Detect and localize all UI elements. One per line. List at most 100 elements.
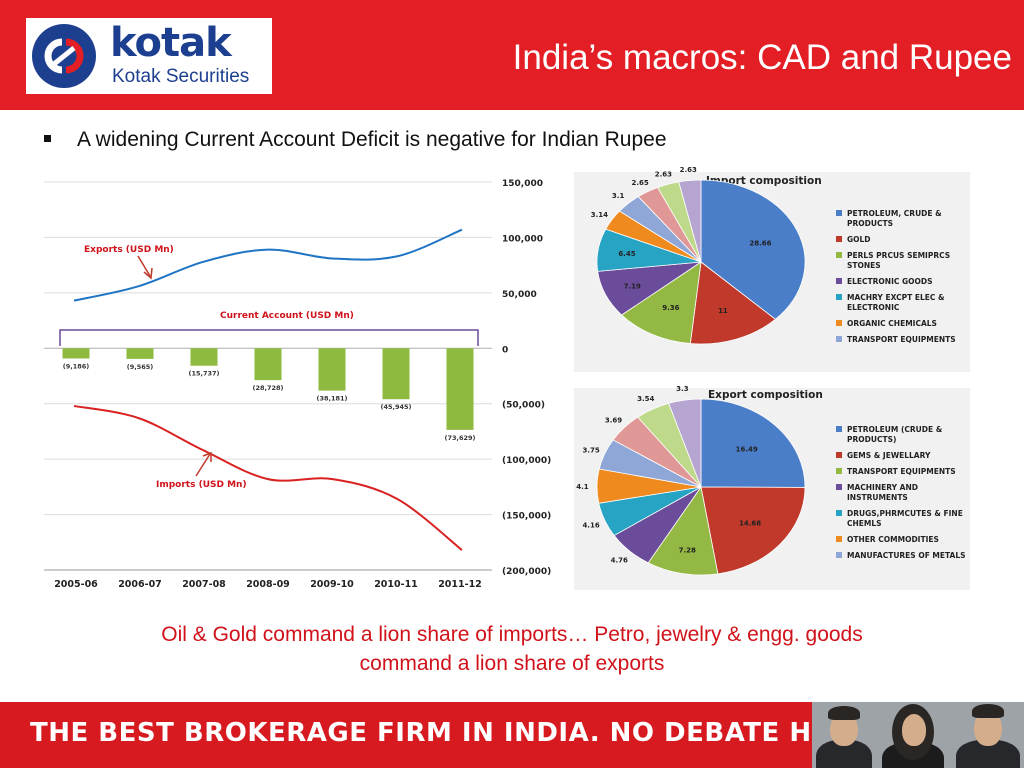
bar-value-label: (45,945) (380, 403, 411, 411)
footer-banner: THE BEST BROKERAGE FIRM IN INDIA. NO DEB… (0, 702, 1024, 768)
pie-value-label: 3.3 (676, 385, 689, 393)
trade-chart-grid (44, 181, 492, 571)
pie-value-label: 3.69 (605, 416, 622, 424)
bullet-text: A widening Current Account Deficit is ne… (77, 128, 667, 151)
pie-slice (700, 486, 806, 575)
legend-label: ELECTRONIC (847, 303, 900, 312)
y-tick-label: 50,000 (502, 290, 537, 300)
legend-swatch (836, 294, 842, 300)
series-line (73, 404, 463, 551)
x-tick-label: 2007-08 (182, 579, 226, 590)
pie-slice (668, 398, 702, 488)
pie-slice (700, 179, 806, 320)
people-photo (812, 702, 1024, 768)
square-bullet-icon (44, 134, 51, 142)
y-tick-label: 100,000 (502, 234, 543, 244)
pie-value-label: 2.63 (680, 166, 697, 174)
legend-label: GEMS & JEWELLARY (847, 451, 931, 460)
imports-arrow-icon (195, 453, 211, 477)
y-tick-label: 0 (502, 345, 508, 355)
y-tick-label: (150,000) (502, 512, 551, 522)
legend-swatch (836, 452, 842, 458)
charts-area: 150,000 100,000 50,000 0 (50,000) (100,000) (1… (36, 166, 970, 596)
current-account-bar (254, 348, 282, 381)
legend-swatch (836, 510, 842, 516)
pie-value-label: 3.1 (612, 192, 625, 200)
pie-value-label: 14.68 (739, 519, 761, 527)
pie-value-label: 3.54 (637, 395, 654, 403)
legend-swatch (836, 320, 842, 326)
current-account-bar (126, 348, 154, 359)
bar-value-label: (9,186) (63, 362, 90, 370)
pie-value-label: 2.65 (632, 179, 649, 187)
y-tick-label: (100,000) (502, 456, 551, 466)
legend-label: PERLS PRCUS SEMIPRCS (847, 251, 950, 260)
legend-label: ORGANIC CHEMICALS (847, 319, 937, 328)
legend-label: MACHINERY AND (847, 483, 918, 492)
pie-value-label: 7.19 (624, 282, 641, 290)
kotak-logo: kotak Kotak Securities (26, 18, 272, 94)
imports-series-label: Imports (USD Mn) (156, 480, 247, 490)
legend-swatch (836, 552, 842, 558)
exports-series-label: Exports (USD Mn) (84, 245, 174, 255)
legend-swatch (836, 336, 842, 342)
import-composition-pie: Import composition28.66119.367.196.453.1… (591, 166, 956, 345)
pie-value-label: 6.45 (618, 250, 635, 258)
legend-label: PETROLEUM, CRUDE & (847, 209, 942, 218)
trade-chart-y-axis: 150,000 100,000 50,000 0 (50,000) (100,000) (1… (502, 179, 551, 577)
current-account-bar (446, 348, 474, 430)
trade-annotations: Exports (USD Mn) Current Account (USD Mn)… (59, 245, 479, 490)
bar-value-label: (28,728) (252, 384, 283, 392)
legend-swatch (836, 278, 842, 284)
x-tick-label: 2011-12 (438, 579, 482, 590)
pie-slice (620, 261, 702, 344)
pie-slice (700, 398, 806, 488)
legend-swatch (836, 536, 842, 542)
bar-value-label: (38,181) (316, 395, 347, 403)
y-tick-label: (50,000) (502, 401, 545, 411)
current-account-bar (62, 348, 90, 359)
pie-slice (689, 261, 777, 345)
slide-title: India’s macros: CAD and Rupee (512, 38, 1012, 77)
footer-slogan: THE BEST BROKERAGE FIRM IN INDIA. NO DEB… (30, 718, 880, 748)
pie-value-label: 7.28 (679, 546, 696, 554)
bullet-point: A widening Current Account Deficit is ne… (44, 128, 667, 152)
legend-label: TRANSPORT EQUIPMENTS (847, 335, 956, 344)
legend-swatch (836, 426, 842, 432)
pie-value-label: 11 (718, 307, 728, 315)
current-account-series-label: Current Account (USD Mn) (220, 311, 354, 321)
arrow-head-icon (143, 267, 153, 280)
export-composition-pie: Export composition 16.49 14.68 7.28 4.76 4.16… (576, 385, 966, 576)
current-account-bars: (9,186) (9,565) (15,737) (28,728) (38,181) (4… (62, 348, 476, 442)
logo-wordmark: kotak (110, 20, 232, 66)
legend-label: PETROLEUM (CRUDE & (847, 425, 943, 434)
current-account-bar (318, 348, 346, 391)
pie-value-label: 9.36 (662, 304, 679, 312)
trade-lines (73, 228, 463, 551)
legend-label: TRANSPORT EQUIPMENTS (847, 467, 956, 476)
series-line (73, 228, 463, 302)
legend-label: OTHER COMMODITIES (847, 535, 939, 544)
exports-arrow-icon (137, 255, 151, 277)
pie-slice (678, 179, 702, 263)
legend-label: STONES (847, 261, 881, 270)
legend-swatch (836, 236, 842, 242)
legend-label: CHEMLS (847, 519, 882, 528)
legend-label: ELECTRONIC GOODS (847, 277, 933, 286)
pie-value-label: 2.63 (655, 170, 672, 178)
pie-value-label: 3.14 (591, 211, 608, 219)
x-tick-label: 2006-07 (118, 579, 162, 590)
trade-chart-x-axis: 2005-06 2006-07 2007-08 2008-09 2009-10 2010-… (54, 579, 482, 590)
legend-label: GOLD (847, 235, 871, 244)
caption-line-1: Oil & Gold command a lion share of impor… (161, 623, 863, 646)
pie-slice (647, 485, 719, 576)
pie-value-label: 28.66 (749, 239, 771, 247)
legend-label: INSTRUMENTS (847, 493, 908, 502)
bar-value-label: (73,629) (444, 434, 475, 442)
y-tick-label: 150,000 (502, 179, 543, 189)
legend-swatch (836, 484, 842, 490)
current-account-bar (190, 348, 218, 366)
legend-label: PRODUCTS (847, 219, 893, 228)
bar-value-label: (9,565) (127, 363, 154, 371)
bracket-icon (59, 329, 479, 346)
